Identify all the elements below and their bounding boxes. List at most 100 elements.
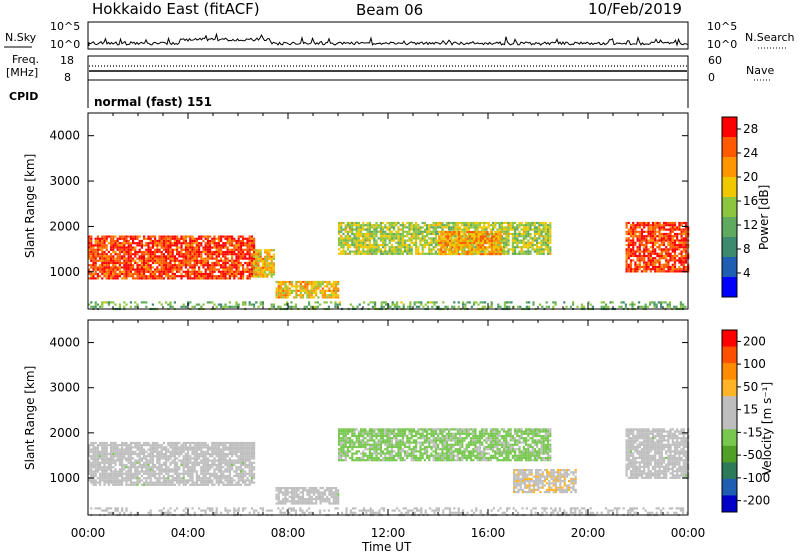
- power-cell: [198, 249, 200, 251]
- power-cell: [427, 306, 429, 308]
- velocity-cell: [158, 471, 160, 473]
- power-cell: [141, 269, 143, 271]
- power-cell: [480, 249, 482, 251]
- power-cell: [92, 264, 94, 266]
- power-cell: [529, 244, 531, 246]
- power-cell: [169, 244, 171, 246]
- power-cell: [180, 269, 182, 271]
- velocity-cell: [136, 442, 138, 444]
- power-cell: [152, 244, 154, 246]
- power-cell: [253, 276, 255, 278]
- power-cell: [525, 226, 527, 228]
- power-cell: [161, 255, 163, 257]
- power-cell: [273, 265, 275, 267]
- power-cell: [464, 238, 466, 240]
- velocity-cell: [180, 473, 182, 475]
- power-cell: [521, 240, 523, 242]
- velocity-cell: [185, 464, 187, 466]
- power-cell: [654, 264, 656, 266]
- power-cell: [342, 233, 344, 235]
- power-cell: [391, 244, 393, 246]
- power-cell: [483, 226, 485, 228]
- velocity-cell: [150, 451, 152, 453]
- power-cell: [132, 275, 134, 277]
- power-cell: [178, 275, 180, 277]
- velocity-cell: [101, 466, 103, 468]
- power-cell: [198, 269, 200, 271]
- power-cell: [448, 222, 450, 224]
- power-cell: [306, 290, 308, 292]
- power-cell: [300, 296, 302, 298]
- power-cell: [356, 251, 358, 253]
- power-cell: [670, 242, 672, 244]
- power-cell: [112, 238, 114, 240]
- velocity-cell: [95, 453, 97, 455]
- velocity-cell: [139, 444, 141, 446]
- power-cell: [95, 301, 97, 303]
- power-cell: [154, 269, 156, 271]
- velocity-cell: [132, 446, 134, 448]
- velocity-cell: [167, 482, 169, 484]
- power-cell: [158, 262, 160, 264]
- power-cell: [289, 294, 291, 296]
- power-cell: [121, 251, 123, 253]
- power-cell: [196, 242, 198, 244]
- power-cell: [532, 237, 534, 239]
- power-cell: [659, 262, 661, 264]
- power-cell: [154, 253, 156, 255]
- velocity-cell: [191, 442, 193, 444]
- power-cell: [665, 233, 667, 235]
- power-cell: [331, 292, 333, 294]
- power-cell: [468, 226, 470, 228]
- power-cell: [507, 229, 509, 231]
- power-cell: [637, 251, 639, 253]
- power-cell: [196, 273, 198, 275]
- power-cell: [628, 233, 630, 235]
- power-cell: [469, 242, 471, 244]
- velocity-cell: [108, 460, 110, 462]
- power-cell: [194, 240, 196, 242]
- power-cell: [161, 240, 163, 242]
- power-cell: [172, 253, 174, 255]
- power-cell: [112, 260, 114, 262]
- power-cell: [176, 260, 178, 262]
- power-cell: [661, 226, 663, 228]
- power-cell: [367, 251, 369, 253]
- power-cell: [185, 253, 187, 255]
- velocity-cell: [147, 453, 149, 455]
- power-cell: [413, 244, 415, 246]
- power-cell: [185, 258, 187, 260]
- velocity-cell: [185, 457, 187, 459]
- power-cell: [183, 240, 185, 242]
- power-cell: [240, 262, 242, 264]
- power-cell: [156, 244, 158, 246]
- velocity-cell: [145, 468, 147, 470]
- power-cell: [632, 226, 634, 228]
- power-cell: [645, 246, 647, 248]
- power-cell: [185, 238, 187, 240]
- power-cell: [132, 242, 134, 244]
- velocity-cell: [145, 464, 147, 466]
- power-cell: [198, 255, 200, 257]
- power-cell: [315, 292, 317, 294]
- power-cell: [95, 304, 97, 306]
- power-cell: [408, 224, 410, 226]
- power-cell: [353, 246, 355, 248]
- power-cell: [505, 229, 507, 231]
- power-cell: [249, 236, 251, 238]
- power-cell: [438, 240, 440, 242]
- power-cell: [393, 222, 395, 224]
- power-cell: [165, 247, 167, 249]
- power-cell: [583, 306, 585, 308]
- power-cell: [378, 248, 380, 250]
- power-cell: [643, 253, 645, 255]
- velocity-cell: [145, 462, 147, 464]
- power-cell: [340, 244, 342, 246]
- power-cell: [654, 224, 656, 226]
- power-cell: [189, 273, 191, 275]
- velocity-cell: [141, 451, 143, 453]
- power-cell: [278, 290, 280, 292]
- power-cell: [233, 275, 235, 277]
- power-cell: [464, 251, 466, 253]
- velocity-cell: [200, 451, 202, 453]
